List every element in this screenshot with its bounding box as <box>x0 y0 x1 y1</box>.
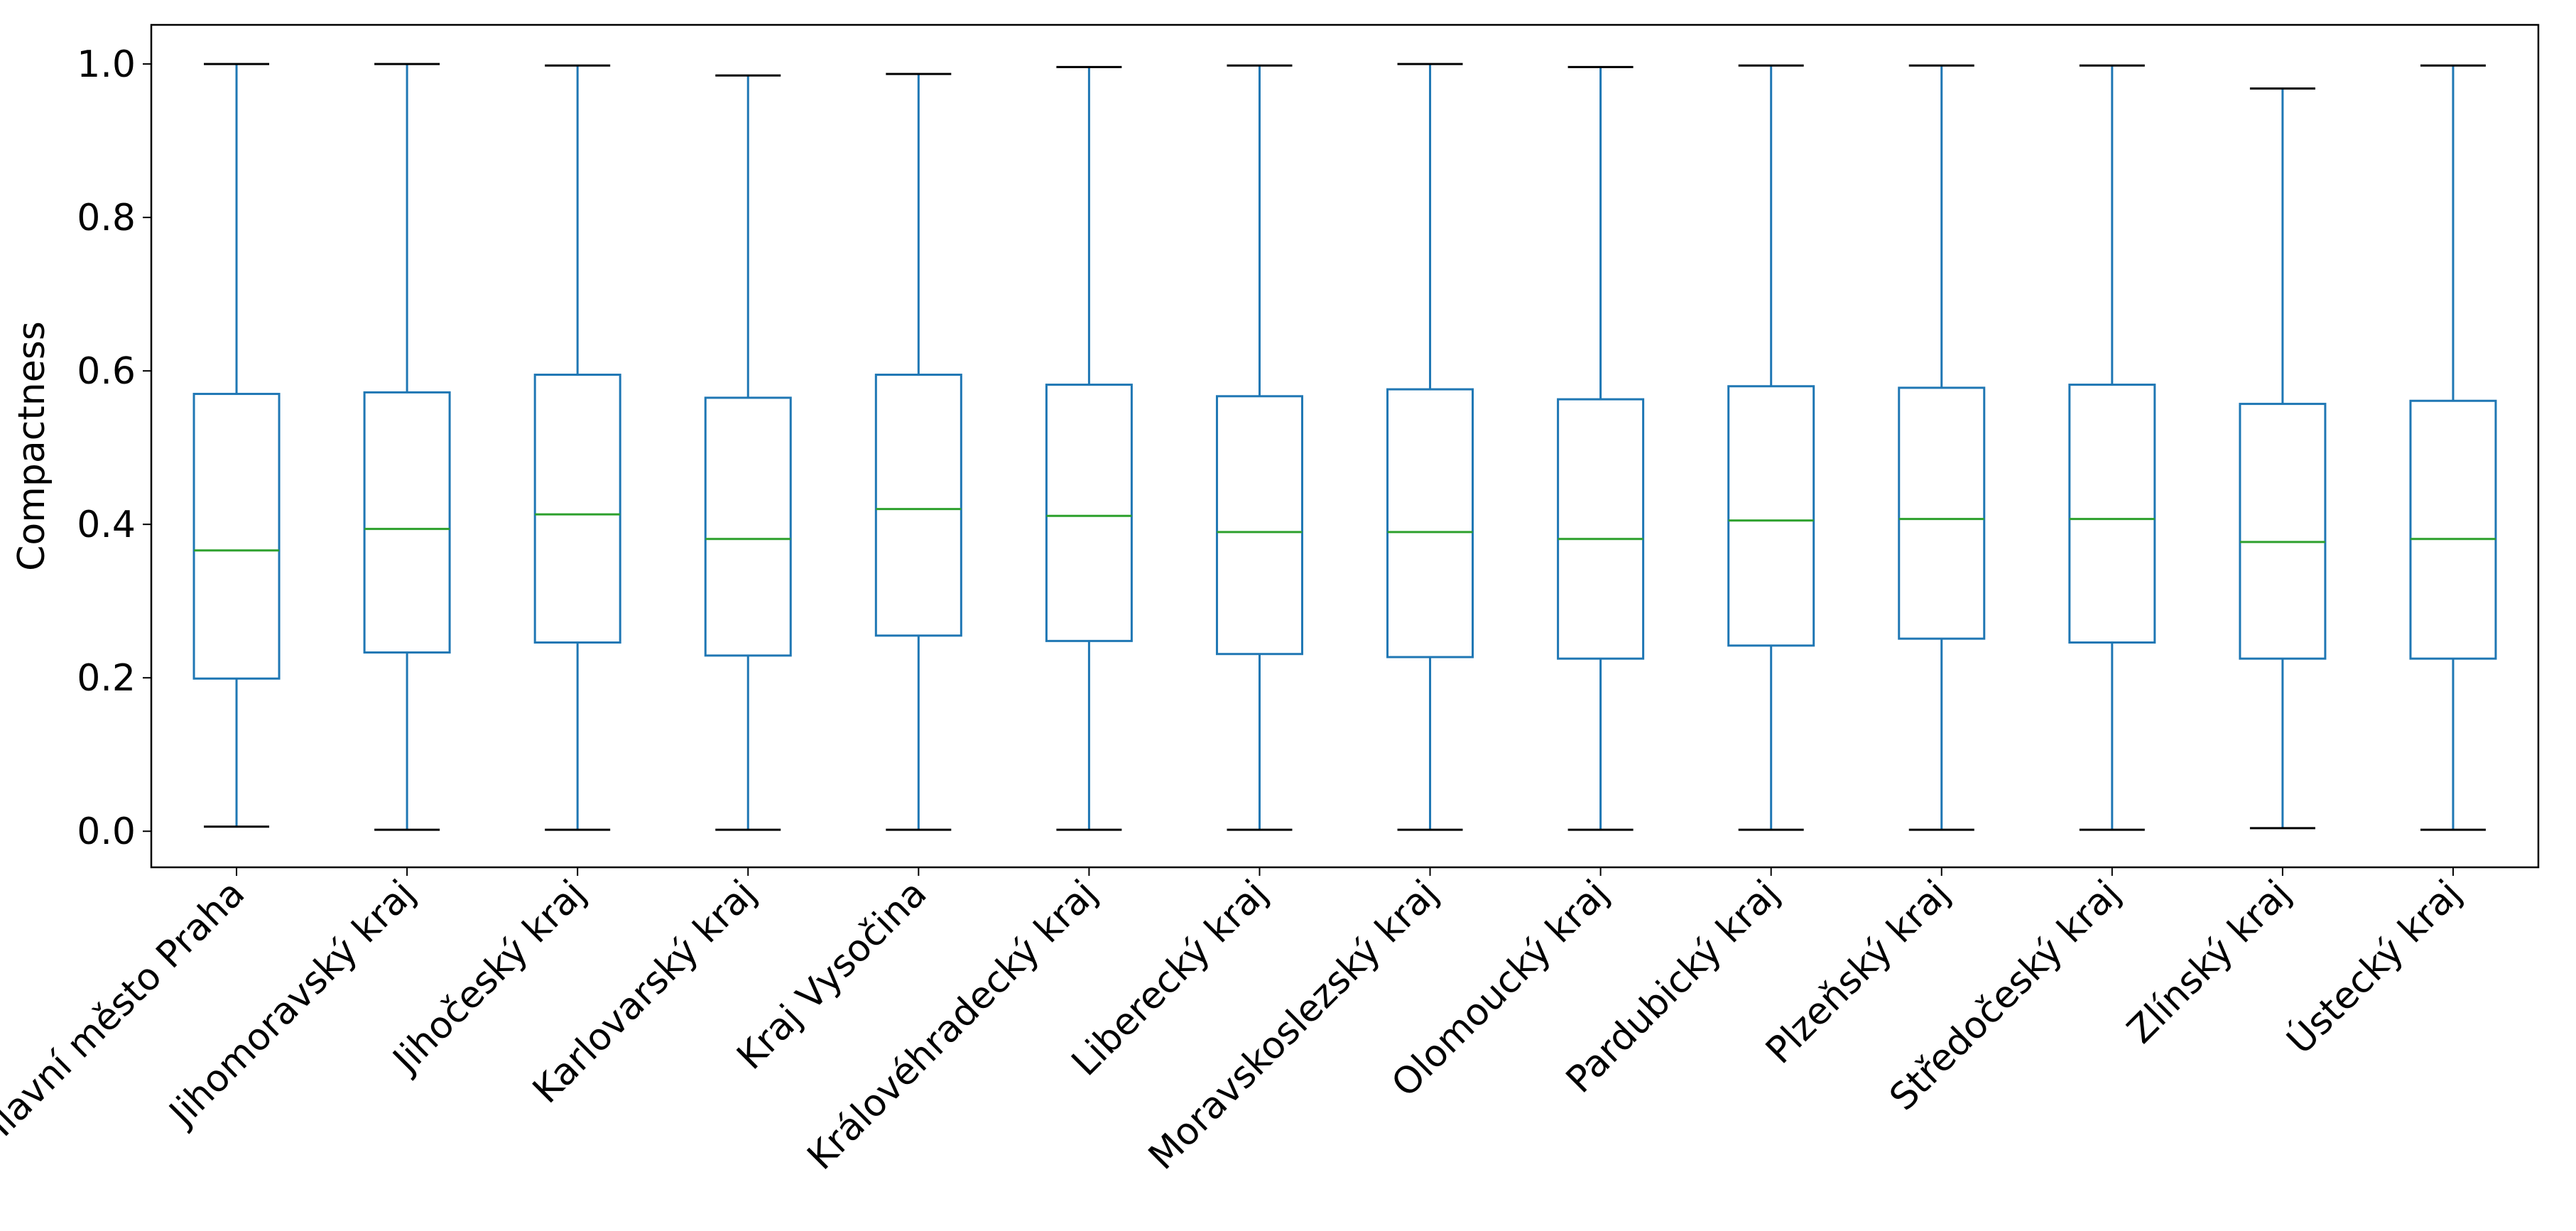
plot-frame <box>150 23 2540 869</box>
y-tick-label: 0.0 <box>77 810 136 853</box>
y-tick-label: 0.2 <box>77 657 136 700</box>
box <box>192 393 281 680</box>
box <box>363 391 451 654</box>
y-tick-label: 0.8 <box>77 197 136 239</box>
y-tick-label: 0.4 <box>77 504 136 546</box>
y-tick-label: 1.0 <box>77 43 136 86</box>
box <box>1215 395 1303 656</box>
x-tick-label: Ústecký kraj <box>2278 871 2469 1063</box>
box <box>1386 388 1474 658</box>
y-tick-label: 0.6 <box>77 350 136 393</box>
box <box>2239 403 2327 660</box>
box <box>704 396 792 657</box>
x-tick-label: Hlavní město Praha <box>0 872 253 1157</box>
box <box>1898 386 1986 640</box>
box <box>533 374 621 644</box>
x-tick-label: Moravskoslezský kraj <box>1141 872 1447 1178</box>
y-axis-label: Compactness <box>11 321 53 571</box>
x-tick-label: Královéhradecký kraj <box>800 872 1106 1178</box>
box <box>1045 384 1133 642</box>
x-tick-label: Zlínský kraj <box>2119 872 2299 1052</box>
box <box>2409 399 2497 660</box>
box <box>874 374 962 637</box>
box <box>1727 385 1815 647</box>
box <box>2068 384 2156 644</box>
box <box>1557 398 1645 660</box>
